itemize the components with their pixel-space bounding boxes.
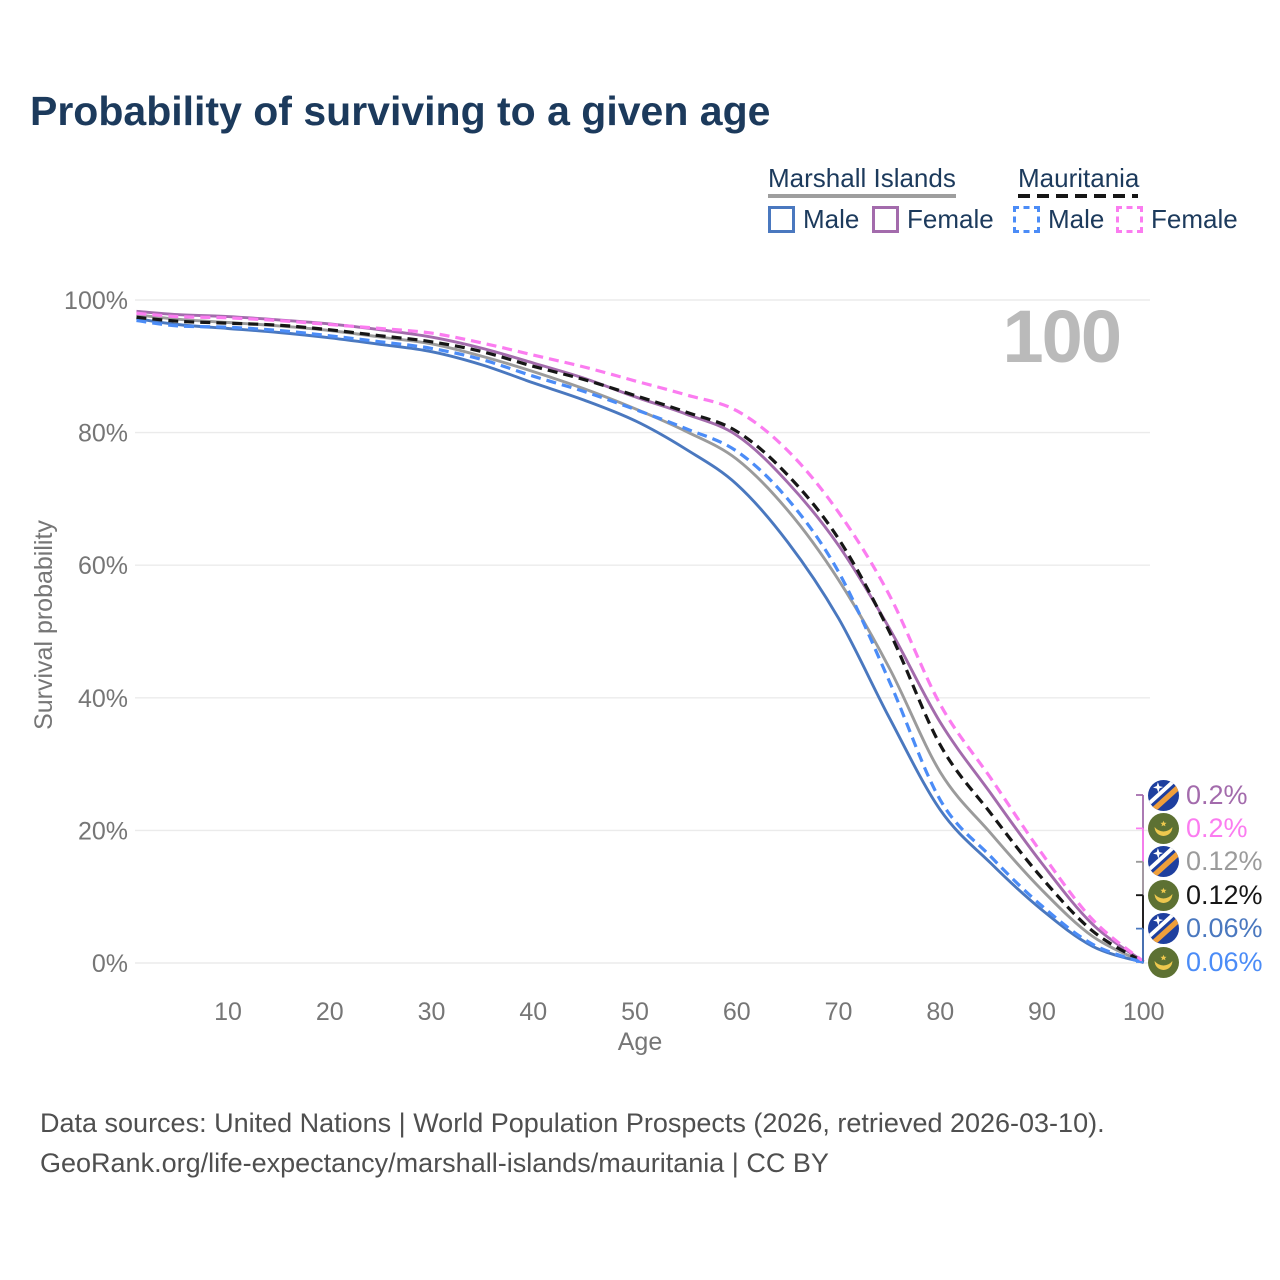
leader-line-marshall_total bbox=[1136, 860, 1144, 963]
mauritania-flag-icon bbox=[1148, 947, 1179, 978]
y-tick-label: 80% bbox=[78, 420, 128, 448]
leader-line-marshall_female bbox=[1136, 794, 1144, 963]
data-sources-note: Data sources: United Nations | World Pop… bbox=[40, 1108, 1105, 1138]
x-tick-label: 30 bbox=[418, 998, 446, 1026]
series-line-mauritania_female bbox=[136, 311, 1145, 963]
x-tick-label: 90 bbox=[1028, 998, 1056, 1026]
x-tick-label: 70 bbox=[825, 998, 853, 1026]
mauritania-male-swatch-icon bbox=[1013, 206, 1040, 233]
x-tick-label: 20 bbox=[316, 998, 344, 1026]
end-value: 0.06% bbox=[1186, 946, 1263, 977]
x-axis-title: Age bbox=[618, 1028, 662, 1056]
legend-underline-solid bbox=[768, 194, 956, 198]
legend-label: Female bbox=[1151, 204, 1238, 234]
x-tick-label: 80 bbox=[926, 998, 954, 1026]
leader-line-marshall_male bbox=[1136, 927, 1144, 963]
marshall-islands-flag-icon bbox=[1148, 780, 1179, 811]
series-line-mauritania_male bbox=[136, 318, 1145, 965]
legend-group-marshall-islands: Marshall Islands bbox=[768, 163, 956, 193]
legend-label: Male bbox=[1048, 204, 1105, 234]
end-value: 0.2% bbox=[1186, 779, 1248, 810]
marshall-islands-flag-icon bbox=[1148, 913, 1179, 944]
page-title: Probability of surviving to a given age bbox=[30, 88, 771, 134]
x-tick-label: 10 bbox=[214, 998, 242, 1026]
end-label-marshall-male: 0.06% bbox=[1148, 913, 1263, 945]
y-axis-title: Survival probability bbox=[30, 520, 58, 730]
marshall-female-swatch-icon bbox=[872, 206, 899, 233]
marshall-male-swatch-icon bbox=[768, 206, 795, 233]
mauritania-female-swatch-icon bbox=[1116, 206, 1143, 233]
y-tick-label: 100% bbox=[64, 287, 128, 315]
series-line-marshall_female bbox=[136, 309, 1145, 963]
attribution-note: GeoRank.org/life-expectancy/marshall-isl… bbox=[40, 1148, 829, 1178]
end-value: 0.06% bbox=[1186, 913, 1263, 944]
series-line-mauritania_total bbox=[136, 315, 1145, 964]
mauritania-flag-icon bbox=[1148, 880, 1179, 911]
end-label-mauritania-male: 0.06% bbox=[1148, 946, 1263, 978]
age-watermark: 100 bbox=[1003, 295, 1120, 378]
y-tick-label: 20% bbox=[78, 817, 128, 845]
end-value: 0.2% bbox=[1186, 812, 1248, 843]
x-tick-label: 40 bbox=[519, 998, 547, 1026]
legend-item-marshall-male[interactable]: Male bbox=[768, 204, 859, 235]
series-line-marshall_male bbox=[136, 317, 1145, 964]
end-label-marshall-total: 0.12% bbox=[1148, 846, 1263, 878]
mauritania-flag-icon bbox=[1148, 813, 1179, 844]
legend-item-mauritania-female[interactable]: Female bbox=[1116, 204, 1238, 235]
legend-label: Female bbox=[907, 204, 994, 234]
end-label-mauritania-female: 0.2% bbox=[1148, 812, 1248, 844]
y-tick-label: 0% bbox=[92, 950, 128, 978]
marshall-islands-flag-icon bbox=[1148, 846, 1179, 877]
legend-group-mauritania: Mauritania bbox=[1018, 163, 1140, 193]
legend-label: Male bbox=[803, 204, 860, 234]
end-value: 0.12% bbox=[1186, 879, 1263, 910]
end-label-mauritania-total: 0.12% bbox=[1148, 879, 1263, 911]
x-tick-label: 50 bbox=[621, 998, 649, 1026]
legend-item-marshall-female[interactable]: Female bbox=[872, 204, 994, 235]
legend-underline-dashed bbox=[1018, 194, 1138, 198]
end-label-marshall-female: 0.2% bbox=[1148, 779, 1248, 811]
series-line-marshall_total bbox=[136, 313, 1145, 964]
end-value: 0.12% bbox=[1186, 846, 1263, 877]
x-tick-label: 60 bbox=[723, 998, 751, 1026]
leader-line-mauritania_male bbox=[1136, 961, 1144, 963]
y-tick-label: 60% bbox=[78, 552, 128, 580]
x-tick-label: 100 bbox=[1123, 998, 1165, 1026]
legend-item-mauritania-male[interactable]: Male bbox=[1013, 204, 1104, 235]
y-tick-label: 40% bbox=[78, 685, 128, 713]
